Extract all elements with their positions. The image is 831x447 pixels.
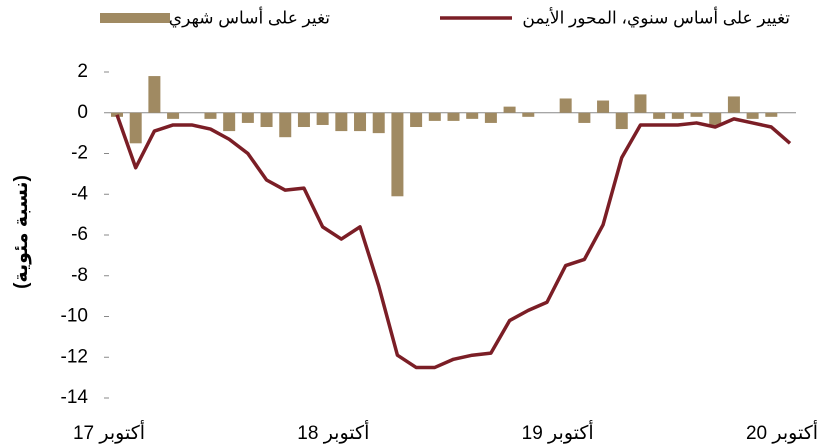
bar xyxy=(279,112,292,138)
legend-swatch xyxy=(100,13,170,23)
line xyxy=(115,114,792,370)
bar xyxy=(241,112,254,123)
bar xyxy=(765,112,778,117)
bar xyxy=(410,112,423,128)
y-tick-label: 2 xyxy=(77,61,88,82)
bar xyxy=(354,112,367,132)
bar xyxy=(522,112,535,117)
bar xyxy=(316,112,329,125)
y-tick-label: -8 xyxy=(71,265,88,286)
bar xyxy=(597,100,610,113)
bar xyxy=(709,112,722,125)
bar xyxy=(559,98,572,113)
bar xyxy=(634,94,647,113)
bar xyxy=(447,112,460,121)
bar xyxy=(671,112,684,119)
bar xyxy=(578,112,591,123)
bar xyxy=(204,112,217,119)
bar xyxy=(148,76,161,113)
bar xyxy=(466,112,479,119)
bar xyxy=(615,112,628,130)
bar xyxy=(653,112,666,119)
legend-label: تغيير على أساس سنوي، المحور الأيمن xyxy=(522,6,790,28)
bar xyxy=(746,112,759,119)
bar xyxy=(260,112,273,128)
bar xyxy=(372,112,385,134)
bar xyxy=(297,112,310,128)
bar xyxy=(167,112,180,119)
legend-label: تغير على أساس شهري xyxy=(169,6,330,28)
x-tick-label: أكتوبر 20 xyxy=(746,420,818,444)
x-tick-label: أكتوبر 19 xyxy=(522,420,594,444)
y-tick-label: -14 xyxy=(61,387,89,408)
bar xyxy=(428,112,441,121)
bar xyxy=(690,112,703,117)
y-tick-label: -4 xyxy=(71,183,88,204)
bar xyxy=(223,112,236,132)
bar xyxy=(391,112,404,197)
y-tick-label: -12 xyxy=(61,346,88,367)
bar xyxy=(335,112,348,132)
x-tick-label: أكتوبر 17 xyxy=(73,420,145,444)
y-tick-label: 0 xyxy=(77,102,88,123)
bar xyxy=(503,106,516,113)
y-tick-label: -6 xyxy=(71,224,88,245)
bar xyxy=(484,112,497,123)
x-tick-label: أكتوبر 18 xyxy=(297,420,369,444)
y-tick-label: -10 xyxy=(61,306,88,327)
bar xyxy=(129,112,142,144)
bar xyxy=(727,96,740,113)
y-axis-label: (نسبة مئوية) xyxy=(11,175,32,289)
y-tick-label: -2 xyxy=(71,143,88,164)
